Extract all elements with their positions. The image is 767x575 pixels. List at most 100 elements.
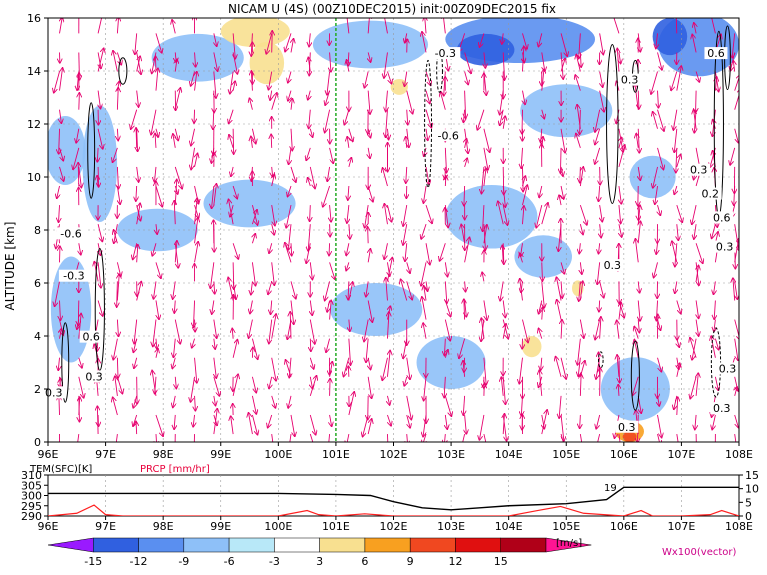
lower-grid (105, 475, 682, 516)
wind-vector (131, 109, 138, 129)
wind-vector (173, 281, 176, 299)
wind-vector (711, 336, 716, 358)
wind-vector (577, 338, 581, 365)
wind-vector (137, 90, 139, 107)
wind-vector (175, 185, 178, 194)
wind-vector (233, 262, 234, 289)
wind-vector (541, 203, 548, 225)
contour-label-bg (687, 163, 711, 176)
wind-vector (556, 357, 562, 377)
wind-vector (445, 281, 446, 303)
wind-vector (406, 414, 410, 428)
wind-vector (425, 243, 430, 264)
wind-vector (542, 262, 543, 281)
wind-vector (384, 204, 388, 225)
wind-vector (690, 338, 697, 358)
wind-vector (595, 128, 601, 145)
wind-vector (117, 166, 118, 189)
wind-vector (423, 414, 427, 437)
wind-vector (444, 71, 446, 96)
wind-vector (60, 18, 63, 34)
wind-vector (653, 166, 658, 188)
wind-vector (113, 397, 118, 416)
wind-vector (656, 33, 658, 48)
colorbar-level-label: 12 (448, 555, 462, 568)
contour-line (606, 44, 619, 204)
y-tick-label: 14 (27, 65, 41, 78)
wind-vector (290, 414, 295, 436)
wind-vector (155, 56, 156, 72)
contour-label: 0.3 (713, 402, 731, 415)
wind-vector (368, 227, 369, 244)
x-tick-label: 97E (95, 448, 116, 461)
wind-vector (638, 221, 640, 244)
wind-vector (368, 52, 370, 62)
wind-vector (229, 135, 234, 148)
wind-vector (386, 90, 388, 112)
wind-vector (153, 319, 157, 347)
wind-vector (403, 224, 408, 245)
wind-vector (503, 52, 504, 79)
wind-vector (542, 281, 545, 307)
wind-vector (638, 300, 640, 320)
wind-vector (73, 147, 80, 169)
wind-vector (423, 185, 426, 203)
y-tick-label: 12 (27, 118, 41, 131)
wind-vector (579, 243, 580, 253)
wind-vector (349, 319, 350, 332)
wind-vector (117, 357, 118, 378)
wind-vector (251, 128, 255, 144)
wind-vector (285, 33, 292, 51)
wind-vector (327, 300, 330, 311)
wind-vector (421, 224, 427, 239)
wind-vector (464, 357, 465, 372)
wind-vector (195, 153, 198, 168)
wind-vector (483, 128, 490, 152)
wind-vector (249, 413, 253, 435)
wind-vector (191, 71, 195, 86)
wind-vector (734, 89, 739, 110)
lower-x-ticks: 96E 97E 98E 99E 100E 101E 102E 103E 104E 105E 106E… (38, 516, 753, 533)
wind-vector (136, 204, 141, 220)
wind-vector (310, 376, 312, 389)
wind-vector (59, 396, 60, 415)
wind-vector (445, 262, 447, 276)
x-tick-label: 100E (264, 448, 292, 461)
wind-vector (595, 109, 601, 132)
wind-vector (595, 319, 601, 340)
wind-vector (195, 395, 196, 411)
wind-vector (539, 328, 542, 339)
wind-vector (695, 414, 696, 429)
wind-vector (596, 414, 601, 429)
wind-vector (309, 33, 310, 46)
wind-vector (421, 262, 427, 285)
wind-vector (406, 166, 407, 183)
wind-vector (269, 319, 273, 344)
contour-label-bg (713, 240, 737, 253)
wind-vector (251, 204, 257, 225)
wind-vector (424, 376, 426, 401)
wind-vector (676, 204, 682, 222)
wind-vector (676, 300, 681, 313)
wind-vector (690, 376, 697, 399)
wind-vector (195, 319, 196, 332)
wind-vector (502, 319, 508, 339)
colorbar-swatch (228, 537, 275, 553)
shaded-blob (622, 431, 637, 442)
wind-vector (634, 327, 639, 339)
wind-vector (618, 433, 621, 442)
wind-vector (580, 374, 581, 396)
wind-vector (60, 376, 61, 388)
wind-vector (136, 56, 140, 72)
lower-x-tick-label: 105E (552, 520, 580, 533)
wind-vector (600, 224, 601, 237)
wind-vector (655, 185, 658, 204)
wind-vector (424, 286, 426, 301)
wind-vector (580, 224, 583, 234)
contour-label: 0.3 (618, 421, 636, 434)
colorbar-level-label: -12 (130, 555, 148, 568)
contour-line (436, 49, 443, 93)
wind-vector (266, 33, 273, 53)
wind-vector (135, 33, 137, 54)
